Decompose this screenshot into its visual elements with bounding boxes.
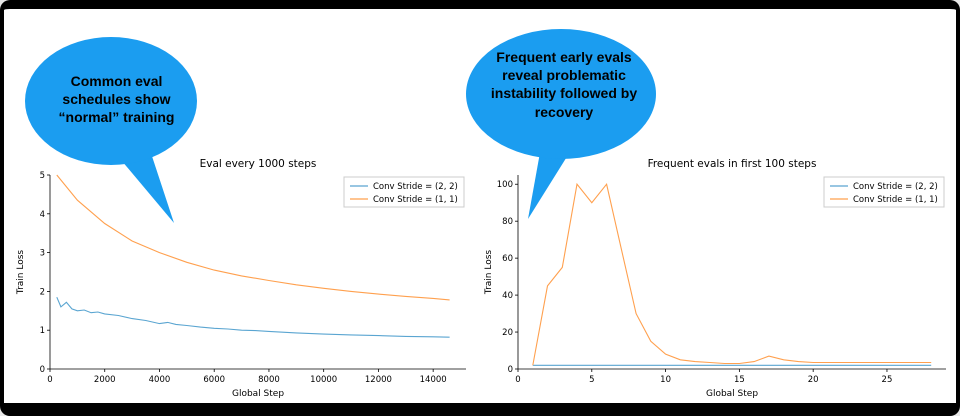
svg-text:0: 0 bbox=[40, 365, 45, 375]
svg-text:25: 25 bbox=[882, 375, 893, 385]
svg-text:3: 3 bbox=[40, 249, 45, 259]
svg-text:Conv Stride = (2, 2): Conv Stride = (2, 2) bbox=[373, 182, 458, 192]
svg-text:Eval every 1000 steps: Eval every 1000 steps bbox=[200, 158, 317, 170]
svg-text:Global Step: Global Step bbox=[706, 389, 758, 399]
bubble-right-tail bbox=[528, 147, 568, 219]
bubble-right-text: Frequent early evals reveal problematic … bbox=[490, 49, 638, 120]
bubble-left-ellipse bbox=[25, 37, 197, 165]
svg-text:20: 20 bbox=[502, 328, 513, 338]
svg-text:Conv Stride = (1, 1): Conv Stride = (1, 1) bbox=[853, 195, 938, 205]
svg-text:Train Loss: Train Loss bbox=[16, 250, 26, 296]
svg-text:2: 2 bbox=[40, 287, 45, 297]
svg-text:20: 20 bbox=[808, 375, 819, 385]
svg-text:Frequent evals in first 100 st: Frequent evals in first 100 steps bbox=[648, 158, 817, 170]
svg-text:100: 100 bbox=[497, 180, 513, 190]
svg-text:6000: 6000 bbox=[203, 375, 225, 385]
svg-text:10: 10 bbox=[660, 375, 671, 385]
svg-text:40: 40 bbox=[502, 291, 513, 301]
svg-text:0: 0 bbox=[47, 375, 52, 385]
svg-text:4000: 4000 bbox=[149, 375, 171, 385]
svg-text:Conv Stride = (1, 1): Conv Stride = (1, 1) bbox=[373, 195, 458, 205]
chart-left: Eval every 1000 steps 0 2000 4000 6000 8000 10… bbox=[14, 155, 474, 399]
chart-right-svg: Frequent evals in first 100 steps 0 5 10 15 2… bbox=[484, 158, 946, 399]
svg-text:4: 4 bbox=[40, 210, 45, 220]
speech-bubble-left bbox=[25, 37, 197, 223]
chart-right: Frequent evals in first 100 steps 0 5 10 15 2… bbox=[482, 155, 954, 399]
bubble-left-text: Common eval schedules show “normal” trai… bbox=[58, 73, 175, 126]
bubble-right-ellipse bbox=[466, 29, 656, 159]
svg-text:5: 5 bbox=[40, 171, 45, 181]
svg-text:60: 60 bbox=[502, 254, 513, 264]
svg-text:0: 0 bbox=[508, 365, 513, 375]
svg-text:14000: 14000 bbox=[420, 375, 447, 385]
svg-text:Conv Stride = (2, 2): Conv Stride = (2, 2) bbox=[853, 182, 938, 192]
svg-text:Global Step: Global Step bbox=[232, 389, 284, 399]
svg-text:2000: 2000 bbox=[94, 375, 116, 385]
svg-text:10000: 10000 bbox=[310, 375, 337, 385]
svg-text:5: 5 bbox=[589, 375, 594, 385]
svg-text:1: 1 bbox=[40, 326, 45, 336]
svg-text:Train Loss: Train Loss bbox=[484, 250, 494, 296]
svg-text:12000: 12000 bbox=[365, 375, 392, 385]
svg-text:0: 0 bbox=[515, 375, 520, 385]
speech-bubble-right bbox=[466, 29, 656, 219]
svg-text:15: 15 bbox=[734, 375, 745, 385]
svg-text:80: 80 bbox=[502, 217, 513, 227]
svg-text:8000: 8000 bbox=[258, 375, 280, 385]
